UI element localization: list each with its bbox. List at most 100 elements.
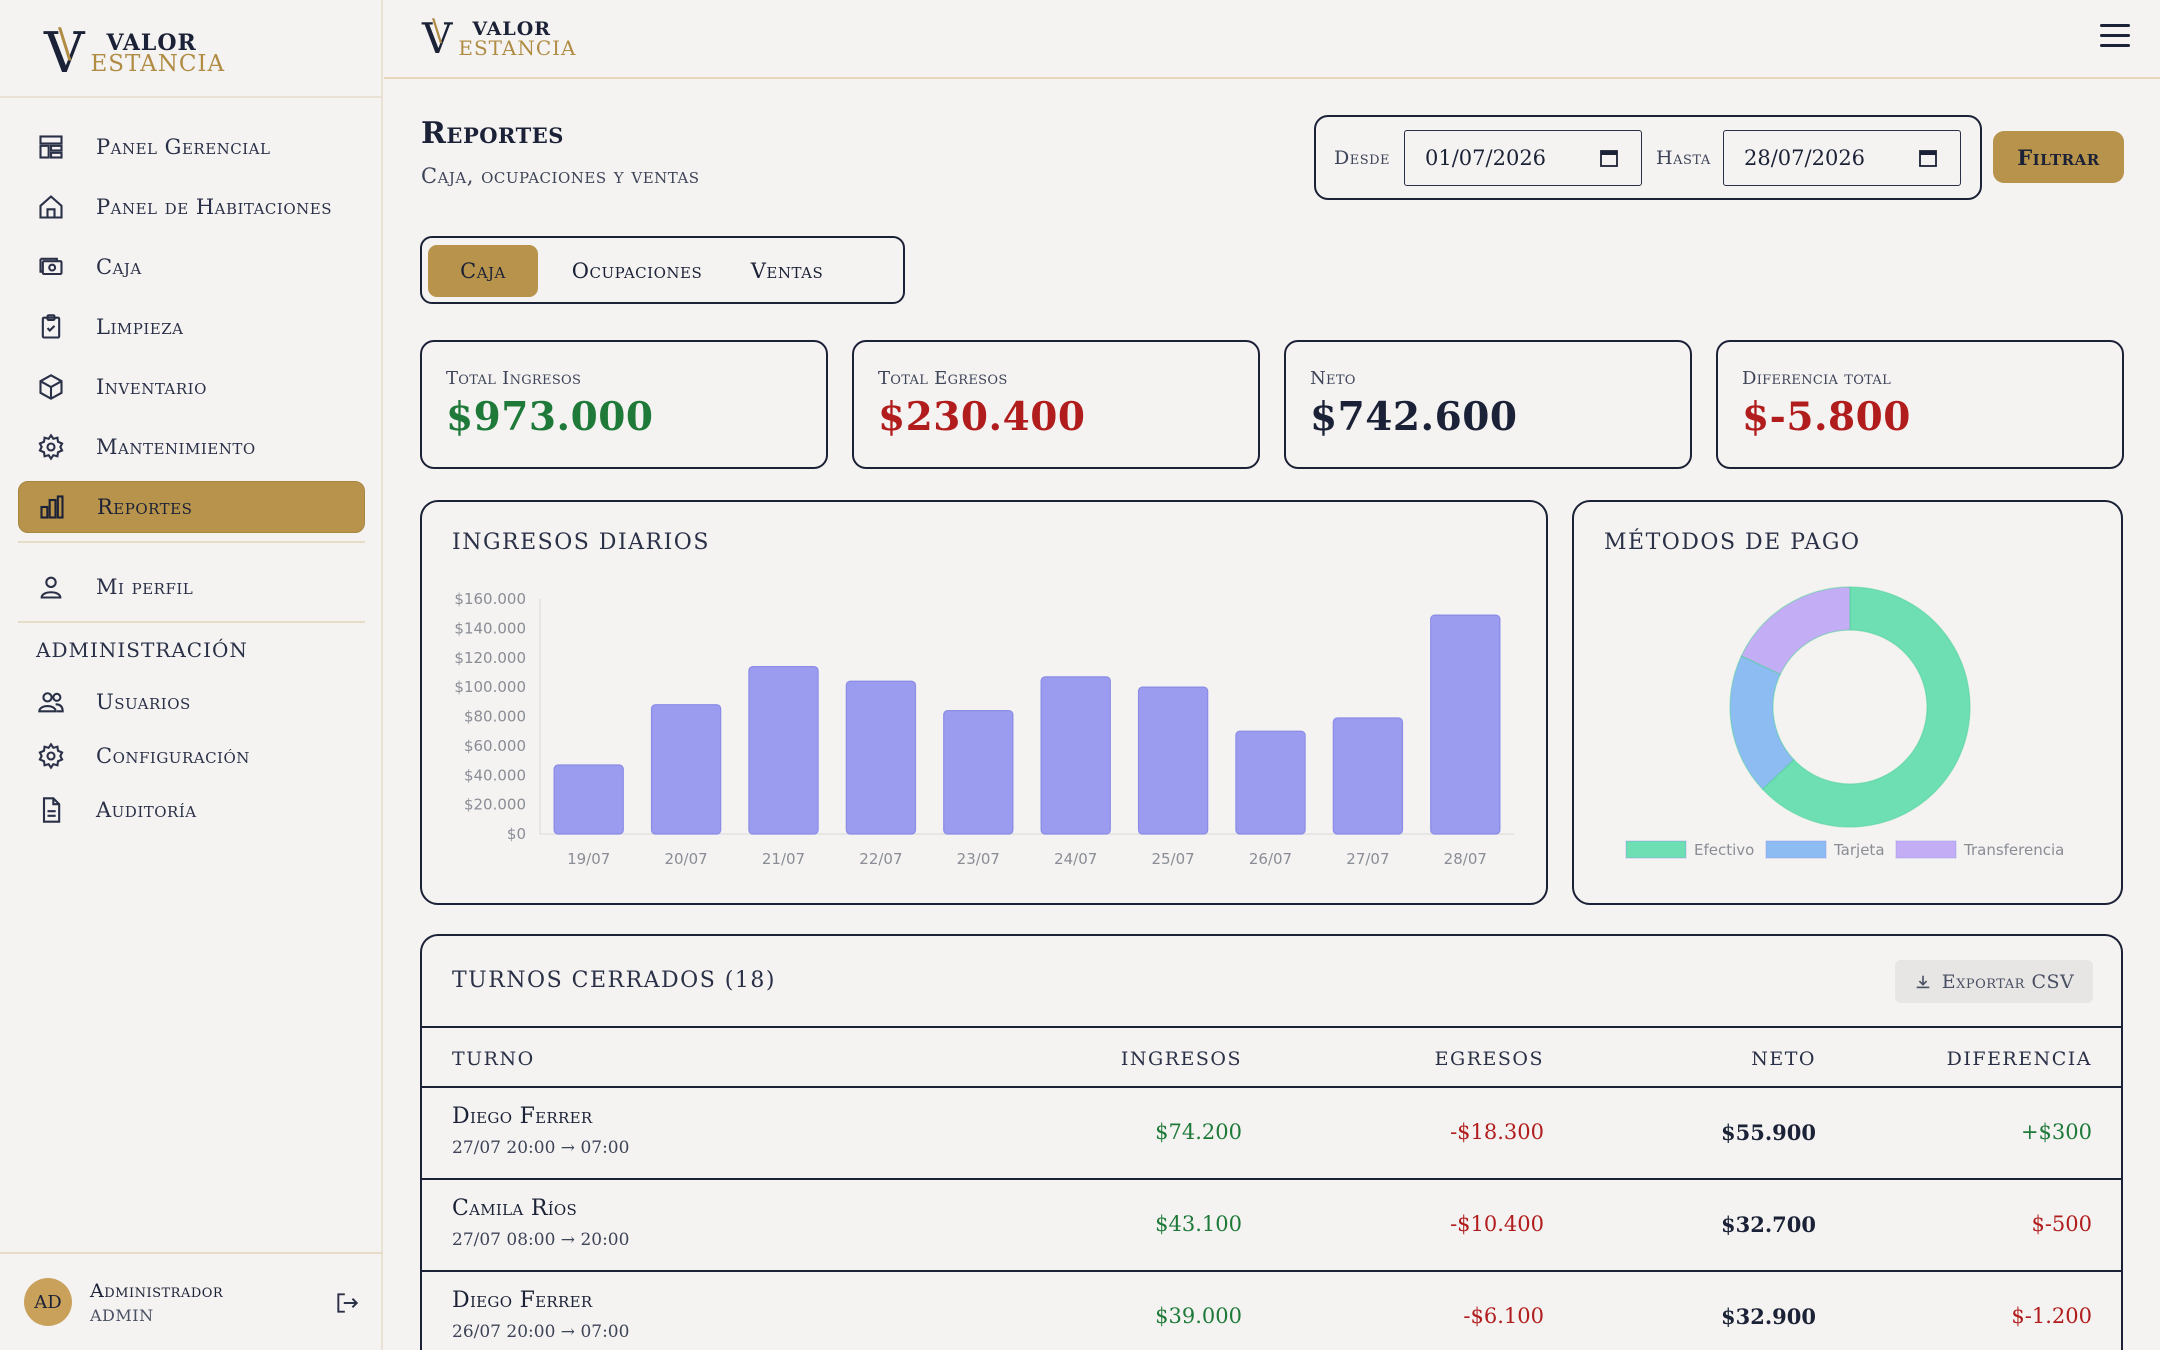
sidebar-item-label: Configuración xyxy=(96,744,250,768)
dashboard-icon xyxy=(36,132,66,162)
table-row[interactable]: Diego Ferrer 27/07 20:00 → 07:00 $74.200… xyxy=(422,1088,2122,1180)
user-icon xyxy=(36,572,66,602)
legend-label: Tarjeta xyxy=(1833,841,1885,859)
panel-title: MÉTODOS DE PAGO xyxy=(1604,530,1861,555)
pie-slice[interactable] xyxy=(1761,586,1971,828)
sidebar-item-caja[interactable]: Caja xyxy=(18,241,365,293)
user-role: ADMIN xyxy=(90,1306,154,1325)
pie-slice[interactable] xyxy=(1729,655,1795,790)
column-header-egresos[interactable]: EGRESOS xyxy=(1434,1048,1544,1070)
cell-ingresos: $74.200 xyxy=(1155,1120,1242,1144)
gear-icon xyxy=(36,741,66,771)
tab-caja[interactable]: Caja xyxy=(428,245,538,297)
table-header: TURNO INGRESOS EGRESOS NETO DIFERENCIA xyxy=(422,1026,2122,1088)
pie-slice[interactable] xyxy=(1740,586,1851,676)
brand-word-1: VALOR xyxy=(106,29,197,56)
bar[interactable] xyxy=(1332,717,1404,835)
export-csv-button[interactable]: Exportar CSV xyxy=(1895,960,2093,1003)
sidebar-item-limpieza[interactable]: Limpieza xyxy=(18,301,365,353)
payment-methods-chart: Efectivo Tarjeta Transferencia xyxy=(1625,586,2064,859)
cell-neto: $32.700 xyxy=(1721,1212,1816,1237)
cell-egresos: -$6.100 xyxy=(1463,1304,1544,1328)
calendar-icon[interactable] xyxy=(1918,148,1938,168)
user-name: Administrador xyxy=(90,1280,224,1302)
sidebar-item-configuracion[interactable]: Configuración xyxy=(18,730,365,782)
hamburger-icon[interactable] xyxy=(2100,24,2130,52)
card-value: $742.600 xyxy=(1310,394,1518,440)
from-date-input[interactable]: 01/07/2026 xyxy=(1404,130,1642,186)
card-label: Total Ingresos xyxy=(446,368,582,389)
card-value: $973.000 xyxy=(446,394,654,440)
bar[interactable] xyxy=(1235,730,1306,835)
sidebar-item-panel-gerencial[interactable]: Panel Gerencial xyxy=(18,121,365,173)
shift-time: 27/07 08:00 → 20:00 xyxy=(452,1230,630,1250)
filter-button[interactable]: Filtrar xyxy=(1993,131,2124,183)
legend-label: Efectivo xyxy=(1694,841,1754,859)
from-date-value: 01/07/2026 xyxy=(1425,146,1547,170)
sidebar-item-mi-perfil[interactable]: Mi perfil xyxy=(18,561,365,613)
bar[interactable] xyxy=(1137,686,1209,835)
column-header-neto[interactable]: NETO xyxy=(1751,1048,1816,1070)
bar[interactable] xyxy=(1430,614,1501,835)
x-tick-label: 23/07 xyxy=(957,850,1000,868)
bar[interactable] xyxy=(650,704,722,835)
panel-title: TURNOS CERRADOS (18) xyxy=(452,968,776,993)
sidebar-item-label: Auditoría xyxy=(96,798,197,822)
bar[interactable] xyxy=(845,680,917,835)
date-filter: Desde 01/07/2026 Hasta 28/07/2026 xyxy=(1314,115,1982,200)
to-date-input[interactable]: 28/07/2026 xyxy=(1723,130,1961,186)
bar[interactable] xyxy=(553,764,624,835)
daily-income-panel: INGRESOS DIARIOS $0 $20.000 $40.000 $60.000… xyxy=(420,500,1548,905)
home-icon xyxy=(36,192,66,222)
tab-ocupaciones[interactable]: Ocupaciones xyxy=(571,259,703,283)
card-value: $230.400 xyxy=(878,394,1086,440)
bar-chart-icon xyxy=(37,492,67,522)
bar[interactable] xyxy=(1040,676,1111,835)
sidebar-divider xyxy=(0,96,383,98)
card-neto: Neto $742.600 xyxy=(1284,340,1692,469)
sidebar-item-inventario[interactable]: Inventario xyxy=(18,361,365,413)
clipboard-check-icon xyxy=(36,312,66,342)
brand-logo[interactable]: V \ VALOR ESTANCIA xyxy=(44,21,225,86)
sidebar-item-mantenimiento[interactable]: Mantenimiento xyxy=(18,421,365,473)
cell-diferencia: +$300 xyxy=(2020,1120,2092,1144)
download-icon xyxy=(1916,975,1930,988)
table-row[interactable]: Camila Ríos 27/07 08:00 → 20:00 $43.100 … xyxy=(422,1180,2122,1272)
calendar-icon[interactable] xyxy=(1599,148,1619,168)
column-header-ingresos[interactable]: INGRESOS xyxy=(1120,1048,1242,1070)
cash-icon xyxy=(36,252,66,282)
x-tick-label: 21/07 xyxy=(762,850,805,868)
bar[interactable] xyxy=(748,665,819,835)
y-tick-label: $20.000 xyxy=(464,796,526,814)
from-label: Desde xyxy=(1334,147,1391,169)
column-header-diferencia[interactable]: DIFERENCIA xyxy=(1946,1048,2092,1070)
avatar[interactable]: AD xyxy=(24,1278,72,1326)
bar[interactable] xyxy=(943,710,1014,835)
sidebar-item-auditoria[interactable]: Auditoría xyxy=(18,784,365,836)
card-total-ingresos: Total Ingresos $973.000 xyxy=(420,340,828,469)
sidebar-item-reportes[interactable]: Reportes xyxy=(18,481,365,533)
brand-word-1: VALOR xyxy=(472,18,552,41)
table-row[interactable]: Diego Ferrer 26/07 20:00 → 07:00 $39.000… xyxy=(422,1272,2122,1350)
tab-ventas[interactable]: Ventas xyxy=(750,259,824,283)
y-tick-label: $160.000 xyxy=(454,590,526,608)
sidebar-item-panel-habitaciones[interactable]: Panel de Habitaciones xyxy=(18,181,365,233)
logo-mark-icon: V \ xyxy=(422,13,453,63)
shift-time: 26/07 20:00 → 07:00 xyxy=(452,1322,630,1342)
shift-user-name: Diego Ferrer xyxy=(452,1288,593,1313)
y-tick-label: $80.000 xyxy=(464,708,526,726)
sidebar-item-label: Panel Gerencial xyxy=(96,135,271,159)
column-header-turno[interactable]: TURNO xyxy=(452,1048,535,1070)
brand-logo[interactable]: V \ VALOR ESTANCIA xyxy=(422,13,576,63)
closed-shifts-panel: TURNOS CERRADOS (18) xyxy=(420,934,2123,1350)
export-csv-label: Exportar CSV xyxy=(1941,970,2075,993)
sidebar-item-label: Limpieza xyxy=(96,315,184,339)
sidebar-item-label: Inventario xyxy=(96,375,207,399)
panel-title: INGRESOS DIARIOS xyxy=(452,530,710,555)
y-tick-label: $60.000 xyxy=(464,737,526,755)
logout-icon[interactable] xyxy=(334,1290,360,1316)
y-tick-label: $0 xyxy=(507,825,526,843)
x-tick-label: 28/07 xyxy=(1444,850,1487,868)
logo-mark-icon: V \ xyxy=(44,21,85,86)
sidebar-item-usuarios[interactable]: Usuarios xyxy=(18,676,365,728)
